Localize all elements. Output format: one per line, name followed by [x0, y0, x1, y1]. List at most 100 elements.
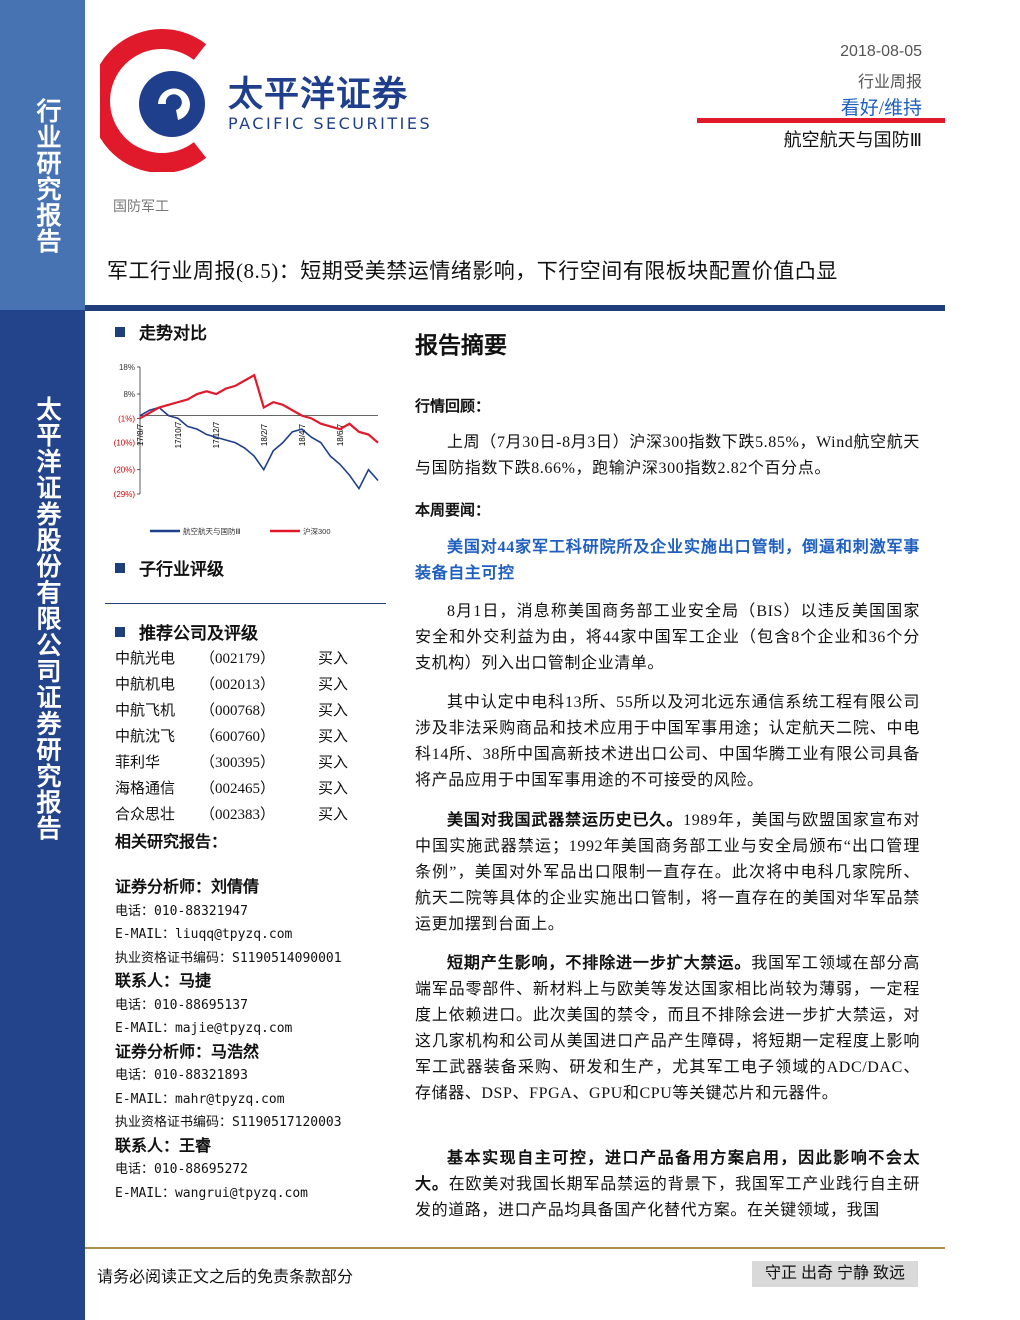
rating: 看好/维持 — [840, 98, 922, 119]
trend-heading: 走势对比 — [115, 319, 207, 344]
company-code: （002383） — [200, 806, 276, 823]
y-tick-label: 8% — [123, 390, 135, 399]
company-row: 中航沈飞 （600760） 买入 — [115, 722, 348, 748]
y-tick-label: (20%) — [114, 466, 136, 475]
paragraph: 其中认定中电科13所、55所以及河北远东通信系统工程有限公司涉及非法采购商品和技… — [415, 694, 920, 789]
sub-rating-heading-text: 子行业评级 — [139, 560, 224, 579]
company-rating: 买入 — [318, 676, 349, 693]
x-tick-label: 18/6/7 — [336, 423, 345, 446]
contact-heading: 联系人：王睿 — [115, 1137, 212, 1155]
contact-heading: 证券分析师：马浩然 — [115, 1043, 260, 1061]
logo-en: PACIFIC SECURITIES — [228, 114, 433, 133]
related-heading: 相关研究报告： — [115, 834, 228, 851]
review-heading: 行情回顾： — [415, 399, 491, 415]
company-code: （002013） — [200, 676, 276, 693]
contact-line: 执业资格证书编码：S1190514090001 — [115, 950, 342, 966]
company-row: 菲利华 （300395） 买入 — [115, 748, 348, 774]
company-row: 海格通信 （002465） 买入 — [115, 774, 348, 800]
summary-heading: 报告摘要 — [415, 333, 507, 358]
review-text: 上周（7月30日-8月3日）沪深300指数下跌5.85%，Wind航空航天与国防… — [415, 434, 920, 477]
contact-line: 执业资格证书编码：S1190517120003 — [115, 1115, 342, 1130]
recommend-heading: 推荐公司及评级 — [115, 619, 258, 644]
legend-label: 航空航天与国防Ⅲ — [183, 526, 241, 536]
company-row: 中航飞机 （000768） 买入 — [115, 696, 348, 722]
contact-line: 电话：010-88321893 — [115, 1068, 248, 1083]
x-tick-label: 18/2/7 — [260, 423, 269, 446]
series-line — [139, 406, 379, 491]
company-code: （002179） — [200, 650, 276, 667]
sector: 国防军工 — [113, 200, 169, 215]
report-title: 军工行业周报(8.5)：短期受美禁运情绪影响，下行空间有限板块配置价值凸显 — [107, 259, 838, 283]
company-row: 合众思壮 （002383） 买入 — [115, 800, 348, 826]
trend-chart: 18% 8% (1%) (10%) (20%) (29%) 17/8/7 17/10/7 17/… — [114, 363, 379, 536]
sidebar-bottom — [0, 310, 85, 1320]
company-rating: 买入 — [318, 806, 349, 823]
section-rule — [105, 603, 386, 604]
contact-line: E-MAIL：liuqq@tpyzq.com — [115, 927, 293, 942]
news-heading: 本周要闻： — [415, 503, 491, 519]
company-code: （600760） — [200, 728, 276, 745]
sidebar-top — [0, 0, 85, 310]
news-highlight: 美国对44家军工科研院所及企业实施出口管制，倒逼和刺激军事装备自主可控 — [415, 539, 920, 582]
x-tick-label: 17/10/7 — [174, 421, 183, 448]
footer-rule — [85, 1247, 945, 1249]
contact-line: E-MAIL：wangrui@tpyzq.com — [115, 1185, 309, 1201]
company-rating: 买入 — [318, 780, 349, 797]
company-rating: 买入 — [318, 754, 349, 771]
x-tick-label: 17/12/7 — [212, 421, 221, 448]
trend-heading-text: 走势对比 — [139, 324, 207, 343]
company-rows: 中航光电 （002179） 买入 中航机电 （002013） 买入 中航飞机 （000768）… — [115, 644, 348, 826]
company-name: 中航光电 — [115, 650, 176, 667]
contact-line: 电话：010-88695272 — [115, 1162, 248, 1177]
paragraph: 8月1日，消息称美国商务部工业安全局（BIS）以违反美国国家安全和外交利益为由，… — [415, 603, 920, 672]
x-tick-label: 18/4/7 — [298, 423, 307, 446]
company-rating: 买入 — [318, 728, 349, 745]
contact-line: 电话：010-88695137 — [115, 997, 248, 1013]
motto: 守正 出奇 宁静 致远 — [752, 1261, 918, 1287]
paragraph: 短期产生影响，不排除进一步扩大禁运。我国军工领域在部分高端军品零部件、新材料上与… — [415, 951, 920, 1107]
legend-label: 沪深300 — [303, 526, 331, 536]
company-rating: 买入 — [318, 650, 349, 667]
y-tick-label: (29%) — [114, 490, 136, 499]
paragraph-text: 在欧美对我国长期军品禁运的背景下，我国军工产业践行自主研发的道路，进口产品均具备… — [415, 1176, 920, 1219]
title-rule — [85, 305, 945, 311]
paragraph-text: 1989年，美国与欧盟国家宣布对中国实施武器禁运；1992年美国商务部工业与安全… — [415, 812, 920, 933]
company-name: 合众思壮 — [115, 806, 176, 823]
series-line — [139, 373, 379, 444]
contact-line: E-MAIL：majie@tpyzq.com — [115, 1021, 293, 1036]
company-table: 中航光电 （002179） 买入 中航机电 （002013） 买入 中航飞机 （000768）… — [115, 644, 348, 826]
y-tick-label: (1%) — [118, 414, 135, 423]
report-type: 行业周报 — [857, 74, 922, 91]
logo-arc — [100, 29, 207, 172]
contacts: 证券分析师：刘倩倩 电话：010-88321947 E-MAIL：liuqq@tpy… — [115, 876, 385, 1205]
paragraph-lead: 基本实现自主可控，进口产品备用方案启用，因此影响不会太大。 — [415, 1150, 920, 1193]
paragraph: 美国对我国武器禁运历史已久。1989年，美国与欧盟国家宣布对中国实施武器禁运；1… — [415, 808, 920, 938]
company-name: 中航飞机 — [115, 702, 176, 719]
paragraph-text: 我国军工领域在部分高端军品零部件、新材料上与欧美等发达国家相比尚较为薄弱，一定程… — [415, 955, 920, 1102]
company-rating: 买入 — [318, 702, 349, 719]
logo-cn: 太平洋证券 — [228, 75, 409, 115]
contact-heading: 证券分析师：刘倩倩 — [115, 879, 260, 896]
company-name: 中航沈飞 — [115, 728, 176, 745]
sub-rating-heading: 子行业评级 — [115, 555, 224, 580]
y-tick-label: (10%) — [114, 439, 136, 448]
company-row: 中航机电 （002013） 买入 — [115, 670, 348, 696]
company-code: （002465） — [200, 780, 276, 797]
paragraph: 基本实现自主可控，进口产品备用方案启用，因此影响不会太大。在欧美对我国长期军品禁… — [415, 1146, 920, 1224]
sidebar-bottom-text: 太平洋证券股份有限公司证券研究报告 — [33, 396, 60, 842]
company-row: 中航光电 （002179） 买入 — [115, 644, 348, 670]
company-code: （000768） — [200, 702, 276, 719]
rating-rule — [697, 118, 945, 123]
disclaimer: 请务必阅读正文之后的免责条款部分 — [97, 1269, 354, 1286]
paragraph-lead: 美国对我国武器禁运历史已久。 — [447, 812, 684, 829]
logo — [100, 29, 207, 172]
x-tick-label: 17/8/7 — [136, 423, 145, 446]
sidebar-top-text: 行业研究报告 — [33, 98, 60, 254]
recommend-heading-text: 推荐公司及评级 — [139, 624, 258, 643]
contact-line: E-MAIL：mahr@tpyzq.com — [115, 1091, 285, 1107]
logo-swirl — [158, 88, 190, 120]
paragraph-lead: 短期产生影响，不排除进一步扩大禁运。 — [447, 955, 752, 972]
company-name: 菲利华 — [115, 754, 161, 771]
company-code: （300395） — [200, 754, 276, 771]
